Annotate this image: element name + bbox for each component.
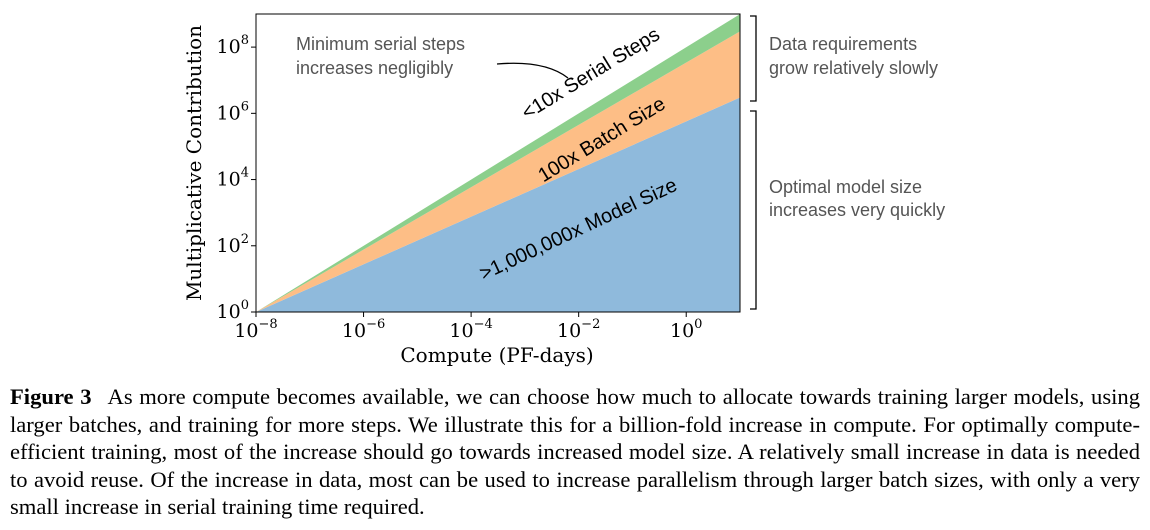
y-tick-label-4: 108 (217, 33, 249, 58)
x-tick-label-2: 10−4 (449, 317, 492, 342)
plot-areas (256, 14, 740, 313)
y-axis-label: Multiplicative Contribution (182, 25, 206, 301)
compute-allocation-chart: 10−8 10−6 10−4 10−2 100 100 102 104 106 108 Comp… (182, 13, 945, 367)
x-tick-label-1: 10−6 (342, 317, 385, 342)
y-tick-label-1: 102 (217, 232, 249, 257)
bracket-data (750, 15, 757, 102)
caption-text: As more compute becomes available, we ca… (10, 384, 1140, 520)
x-axis-label: Compute (PF-days) (400, 343, 593, 367)
x-tick-label-3: 10−2 (557, 317, 600, 342)
x-axis-ticks: 10−8 10−6 10−4 10−2 100 (234, 312, 702, 342)
area-series-2 (256, 14, 740, 312)
y-tick-label-0: 100 (217, 298, 249, 323)
annotation-data-line1: Data requirements (769, 34, 917, 54)
y-tick-label-3: 106 (217, 99, 249, 124)
annotation-model-line1: Optimal model size (769, 177, 922, 197)
annotation-model-line2: increases very quickly (769, 200, 945, 220)
annotation-data-line2: grow relatively slowly (769, 58, 938, 78)
caption-label: Figure 3 (10, 384, 92, 409)
x-tick-label-0: 10−8 (234, 317, 277, 342)
x-tick-label-4: 100 (670, 317, 702, 342)
annotation-arrow-curve (496, 62, 569, 79)
y-tick-label-2: 104 (217, 166, 249, 191)
annotation-serial-steps-line2: increases negligibly (296, 58, 453, 78)
bracket-model (750, 110, 757, 310)
annotation-serial-steps-line1: Minimum serial steps (296, 34, 465, 54)
plot-frame (255, 13, 741, 313)
y-axis-ticks: 100 102 104 106 108 (217, 33, 256, 323)
figure-caption: Figure 3 As more compute becomes availabl… (10, 383, 1140, 521)
